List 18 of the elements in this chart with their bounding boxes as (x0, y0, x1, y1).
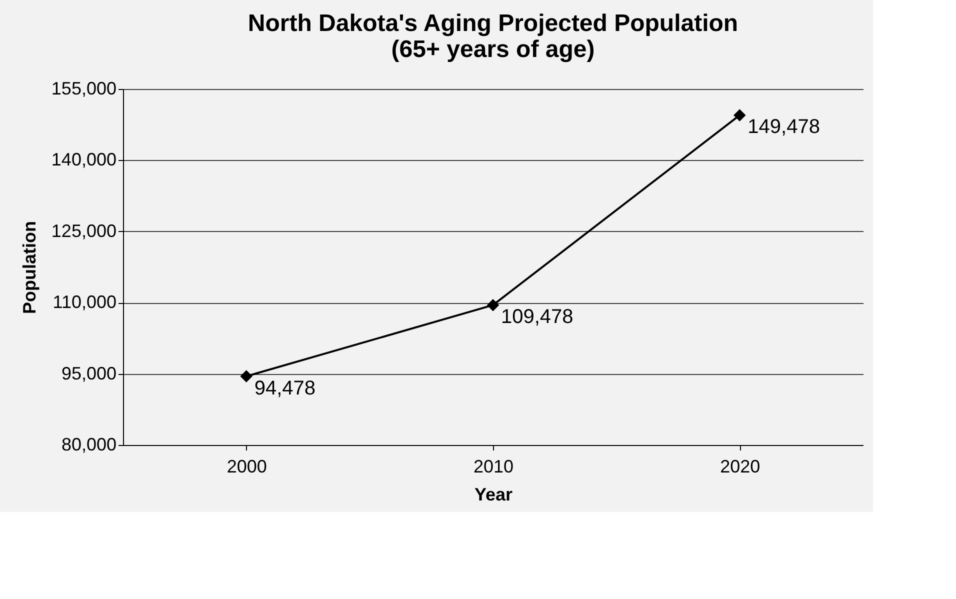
point (486, 298, 500, 312)
data-label: 109,478 (501, 306, 574, 328)
y-tick-label: 95,000 (61, 363, 116, 384)
x-tick-label: 2000 (226, 456, 267, 476)
chart-title: North Dakota's Aging Projected Population (65+ years of age) (248, 10, 738, 63)
x-axis-title: Year (474, 484, 513, 504)
data-label: 149,478 (748, 116, 820, 138)
data-label: 94,478 (254, 377, 316, 400)
y-tick-label: 80,000 (61, 434, 116, 454)
x-tick-label: 2020 (720, 456, 760, 476)
y-tick-label: 110,000 (52, 292, 116, 312)
y-tick-label: 155,000 (51, 78, 116, 98)
y-tick-label: 140,000 (51, 150, 116, 170)
point (734, 109, 746, 122)
y-axis-title: Population (19, 221, 40, 314)
y-tick-label: 125,000 (51, 220, 116, 241)
point (240, 370, 252, 382)
x-tick-label: 2010 (473, 456, 514, 476)
